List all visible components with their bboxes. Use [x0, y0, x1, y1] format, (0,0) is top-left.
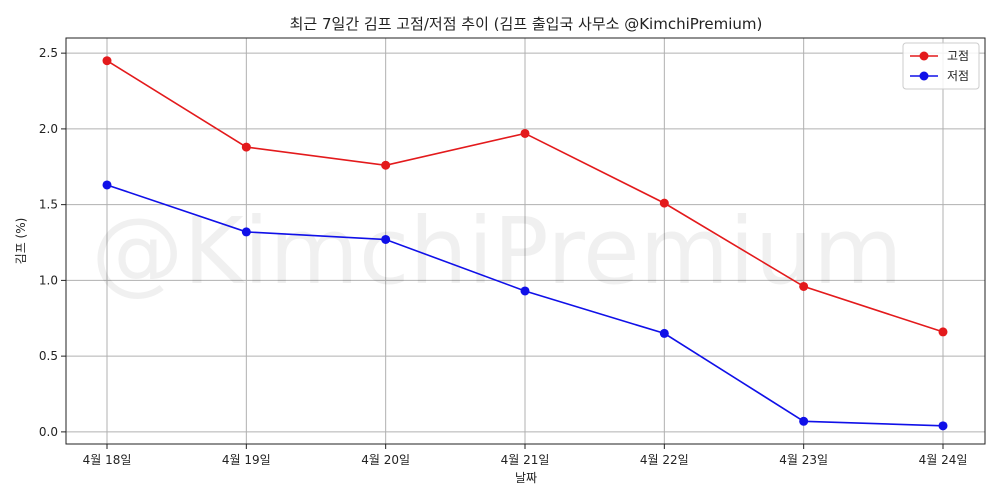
x-tick-label: 4월 19일 [222, 453, 271, 467]
x-tick-label: 4월 24일 [919, 453, 968, 467]
y-tick-label: 2.0 [39, 122, 58, 136]
y-tick-label: 1.5 [39, 198, 58, 212]
legend-label: 고점 [947, 49, 969, 63]
data-point-high [659, 198, 669, 208]
data-point-low [102, 180, 112, 190]
data-point-low [659, 328, 669, 338]
legend-label: 저점 [947, 69, 969, 83]
x-tick-label: 4월 20일 [361, 453, 410, 467]
y-tick-label: 1.0 [39, 273, 58, 287]
series-layer [102, 56, 948, 431]
data-point-low [938, 421, 948, 431]
data-point-high [381, 160, 391, 170]
y-tick-label: 0.0 [39, 425, 58, 439]
data-point-high [799, 281, 809, 291]
x-tick-label: 4월 21일 [501, 453, 550, 467]
watermark-text: @KimchiPremium [91, 198, 902, 305]
x-axis-label: 날짜 [515, 471, 537, 485]
data-point-high [241, 142, 251, 152]
y-axis-label: 김프 (%) [14, 218, 28, 265]
chart-title: 최근 7일간 김프 고점/저점 추이 (김프 출입국 사무소 @KimchiPr… [290, 15, 763, 33]
data-point-high [520, 128, 530, 138]
x-tick-label: 4월 22일 [640, 453, 689, 467]
x-tick-label: 4월 23일 [779, 453, 828, 467]
x-tick-label: 4월 18일 [83, 453, 132, 467]
y-tick-label: 2.5 [39, 46, 58, 60]
y-axis: 0.0 0.5 1.0 1.5 2.0 2.5 [39, 46, 66, 439]
data-point-low [520, 286, 530, 296]
data-point-low [381, 234, 391, 244]
data-point-high [102, 56, 112, 66]
y-tick-label: 0.5 [39, 349, 58, 363]
x-axis: 4월 18일 4월 19일 4월 20일 4월 21일 4월 22일 4월 23일 4월 2… [83, 444, 968, 467]
legend-marker [919, 71, 929, 81]
data-point-low [241, 227, 251, 237]
legend-marker [919, 51, 929, 61]
data-point-low [799, 416, 809, 426]
data-point-high [938, 327, 948, 337]
